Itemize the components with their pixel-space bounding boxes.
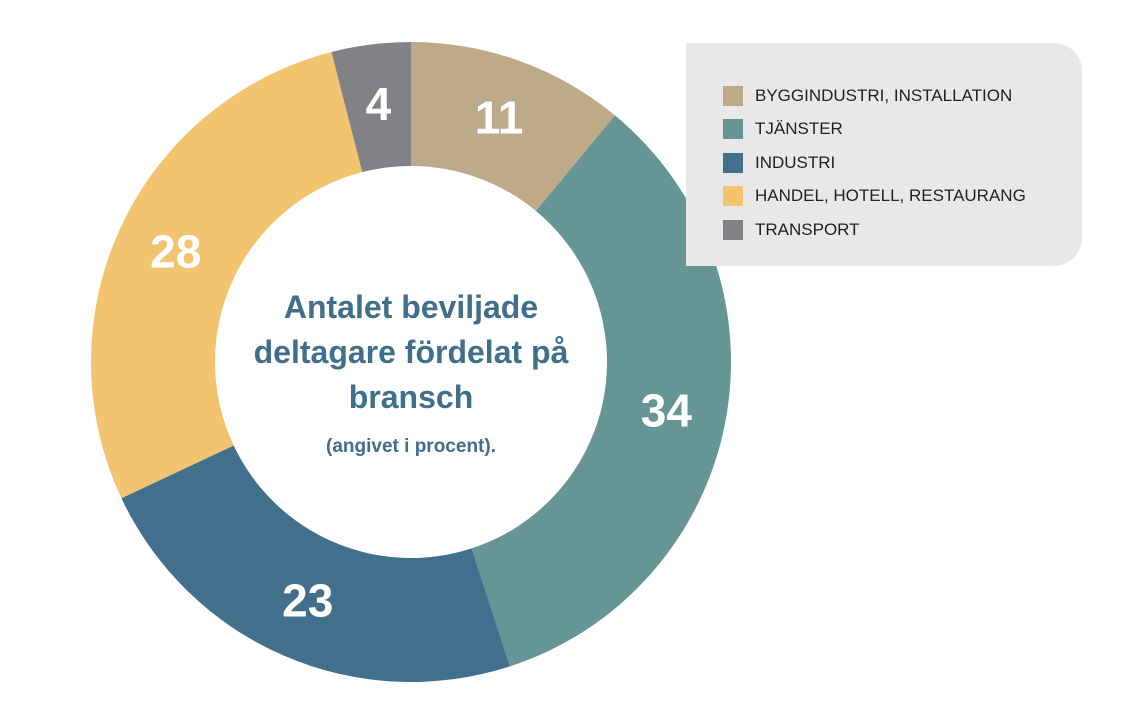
legend-item-transport: TRANSPORT (723, 213, 1082, 247)
chart-title: Antalet beviljade deltagare fördelat på … (253, 289, 569, 415)
legend-swatch (723, 85, 743, 106)
legend-swatch (723, 219, 743, 240)
chart-subtitle: (angivet i procent). (326, 436, 496, 457)
legend-label: TRANSPORT (755, 219, 860, 239)
legend-item-tjanster: TJÄNSTER (723, 113, 1082, 147)
legend-swatch (723, 119, 743, 140)
legend-swatch (723, 186, 743, 207)
slice-industri (121, 445, 510, 683)
chart-center-text: Antalet beviljade deltagare fördelat på … (230, 285, 592, 458)
slice-tjanster (471, 115, 732, 667)
legend-item-industri: INDUSTRI (723, 146, 1082, 180)
legend-label: TJÄNSTER (755, 119, 843, 139)
slice-byggindustri (411, 42, 615, 211)
legend-item-handel: HANDEL, HOTELL, RESTAURANG (723, 180, 1082, 214)
slice-handel (90, 52, 363, 499)
slice-value-label-industri: 23 (282, 575, 333, 627)
slice-value-label-transport: 4 (366, 78, 392, 130)
legend: BYGGINDUSTRI, INSTALLATION TJÄNSTER INDU… (686, 43, 1082, 266)
slice-value-label-byggindustri: 11 (475, 91, 524, 143)
legend-label: HANDEL, HOTELL, RESTAURANG (755, 186, 1026, 206)
slice-value-label-handel: 28 (150, 225, 201, 277)
legend-label: BYGGINDUSTRI, INSTALLATION (755, 85, 1013, 105)
legend-swatch (723, 152, 743, 173)
legend-label: INDUSTRI (755, 152, 836, 172)
slice-value-label-tjanster: 34 (641, 385, 693, 437)
legend-item-byggindustri: BYGGINDUSTRI, INSTALLATION (723, 79, 1082, 113)
slice-transport (331, 42, 411, 173)
